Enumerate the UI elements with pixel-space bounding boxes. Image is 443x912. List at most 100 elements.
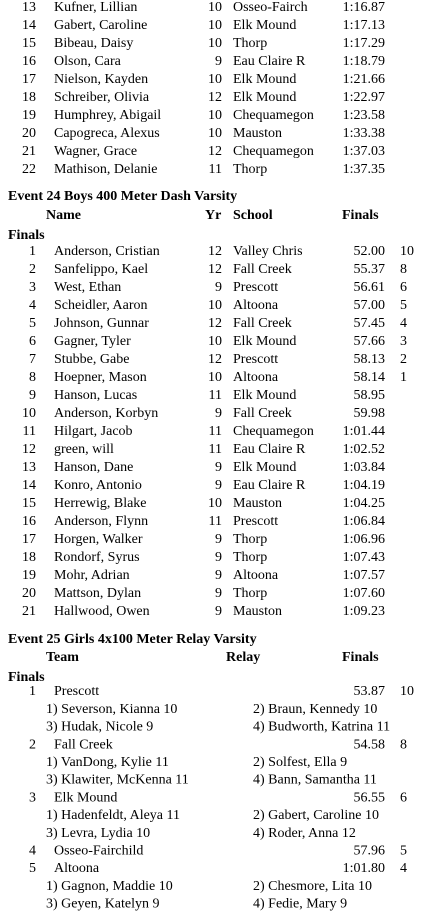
year: 12 [208, 262, 222, 277]
school: Eau Claire R [233, 442, 306, 457]
relay-member: 4) Fedie, Mary 9 [253, 897, 347, 912]
points: 10 [400, 244, 414, 259]
year: 10 [208, 298, 222, 313]
school: Prescott [233, 352, 278, 367]
time: 1:01.80 [343, 861, 385, 876]
time: 1:37.03 [343, 144, 385, 159]
school: Elk Mound [233, 72, 296, 87]
time: 56.61 [354, 280, 386, 295]
athlete-name: Mattson, Dylan [54, 586, 141, 601]
col-header: Finals [342, 208, 379, 223]
time: 52.00 [354, 244, 386, 259]
year: 10 [208, 496, 222, 511]
time: 55.37 [354, 262, 386, 277]
school: Chequamegon [233, 424, 314, 439]
year: 10 [208, 108, 222, 123]
time: 1:07.57 [343, 568, 385, 583]
time: 1:21.66 [343, 72, 385, 87]
year: 9 [215, 604, 222, 619]
points: 5 [400, 298, 407, 313]
time: 59.98 [354, 406, 386, 421]
school: Elk Mound [233, 460, 296, 475]
relay-member: 1) VanDong, Kylie 11 [46, 755, 169, 770]
place: 18 [22, 550, 36, 565]
year: 11 [209, 442, 222, 457]
team-name: Elk Mound [54, 790, 117, 805]
school: Chequamegon [233, 144, 314, 159]
time: 1:17.29 [343, 36, 385, 51]
school: Altoona [233, 298, 279, 313]
time: 57.96 [354, 844, 386, 859]
athlete-name: Kufner, Lillian [54, 0, 137, 15]
time: 1:17.13 [343, 18, 385, 33]
relay-member: 4) Roder, Anna 12 [253, 826, 356, 841]
athlete-name: Hallwood, Owen [54, 604, 150, 619]
school: Mauston [233, 604, 282, 619]
athlete-name: Nielson, Kayden [54, 72, 148, 87]
athlete-name: Herrewig, Blake [54, 496, 147, 511]
time: 1:16.87 [343, 0, 385, 15]
time: 57.66 [354, 334, 386, 349]
athlete-name: West, Ethan [54, 280, 121, 295]
place: 2 [29, 262, 36, 277]
athlete-name: Bibeau, Daisy [54, 36, 133, 51]
col-header: Relay [226, 650, 260, 665]
place: 4 [29, 298, 36, 313]
relay-member: 1) Gagnon, Maddie 10 [46, 879, 173, 894]
place: 22 [22, 162, 36, 177]
col-header: Team [46, 650, 79, 665]
school: Thorp [233, 532, 267, 547]
time: 1:18.79 [343, 54, 385, 69]
place: 16 [22, 54, 36, 69]
year: 10 [208, 18, 222, 33]
time: 1:06.96 [343, 532, 385, 547]
year: 9 [215, 586, 222, 601]
points: 6 [400, 790, 407, 805]
year: 11 [209, 424, 222, 439]
athlete-name: Gagner, Tyler [54, 334, 131, 349]
place: 2 [29, 737, 36, 752]
year: 12 [208, 352, 222, 367]
place: 21 [22, 604, 36, 619]
school: Mauston [233, 126, 282, 141]
place: 17 [22, 532, 36, 547]
year: 10 [208, 126, 222, 141]
year: 11 [209, 162, 222, 177]
points: 6 [400, 280, 407, 295]
year: 9 [215, 568, 222, 583]
school: Osseo-Fairch [233, 0, 308, 15]
time: 1:33.38 [343, 126, 385, 141]
time: 1:07.60 [343, 586, 385, 601]
school: Eau Claire R [233, 478, 306, 493]
school: Fall Creek [233, 316, 292, 331]
athlete-name: Johnson, Gunnar [54, 316, 149, 331]
place: 14 [22, 18, 36, 33]
year: 12 [208, 144, 222, 159]
place: 14 [22, 478, 36, 493]
time: 1:07.43 [343, 550, 385, 565]
athlete-name: green, will [54, 442, 114, 457]
time: 1:23.58 [343, 108, 385, 123]
time: 1:01.44 [343, 424, 385, 439]
time: 58.13 [354, 352, 386, 367]
col-header: Yr [205, 208, 221, 223]
place: 20 [22, 126, 36, 141]
place: 11 [23, 424, 36, 439]
year: 10 [208, 334, 222, 349]
school: Thorp [233, 550, 267, 565]
place: 21 [22, 144, 36, 159]
athlete-name: Konro, Antonio [54, 478, 142, 493]
school: Eau Claire R [233, 54, 306, 69]
athlete-name: Mathison, Delanie [54, 162, 157, 177]
school: Fall Creek [233, 406, 292, 421]
place: 16 [22, 514, 36, 529]
points: 8 [400, 262, 407, 277]
points: 4 [400, 861, 407, 876]
place: 12 [22, 442, 36, 457]
athlete-name: Capogreca, Alexus [54, 126, 160, 141]
place: 4 [29, 844, 36, 859]
year: 12 [208, 244, 222, 259]
time: 56.55 [354, 790, 386, 805]
place: 15 [22, 496, 36, 511]
